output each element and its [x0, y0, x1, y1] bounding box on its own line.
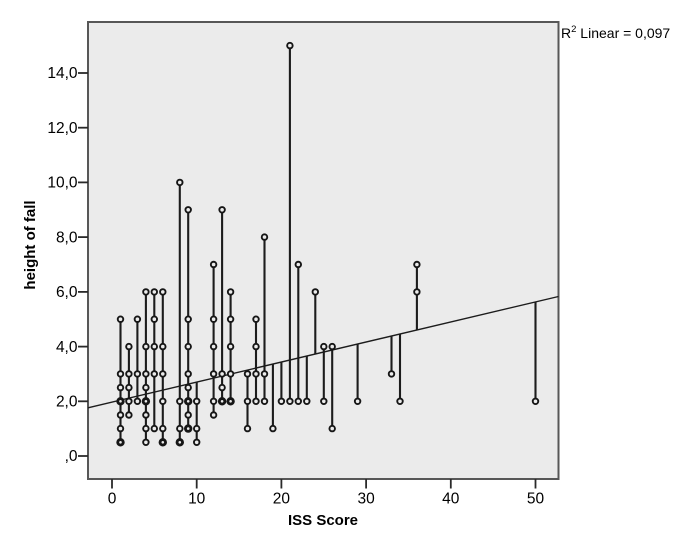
- svg-text:height of fall: height of fall: [22, 200, 39, 289]
- svg-text:40: 40: [442, 491, 460, 508]
- svg-text:ISS Score: ISS Score: [288, 512, 358, 529]
- svg-text:6,0: 6,0: [56, 284, 78, 301]
- svg-text:30: 30: [357, 491, 375, 508]
- svg-text:12,0: 12,0: [47, 120, 78, 137]
- svg-text:2,0: 2,0: [56, 394, 78, 411]
- svg-text:10,0: 10,0: [47, 175, 78, 192]
- svg-text:,0: ,0: [65, 448, 78, 465]
- svg-text:14,0: 14,0: [47, 65, 78, 82]
- svg-text:R2 Linear = 0,097: R2 Linear = 0,097: [561, 24, 670, 41]
- svg-text:10: 10: [188, 491, 206, 508]
- svg-text:8,0: 8,0: [56, 229, 78, 246]
- svg-text:50: 50: [527, 491, 545, 508]
- svg-text:4,0: 4,0: [56, 339, 78, 356]
- svg-text:20: 20: [273, 491, 291, 508]
- svg-text:0: 0: [108, 491, 117, 508]
